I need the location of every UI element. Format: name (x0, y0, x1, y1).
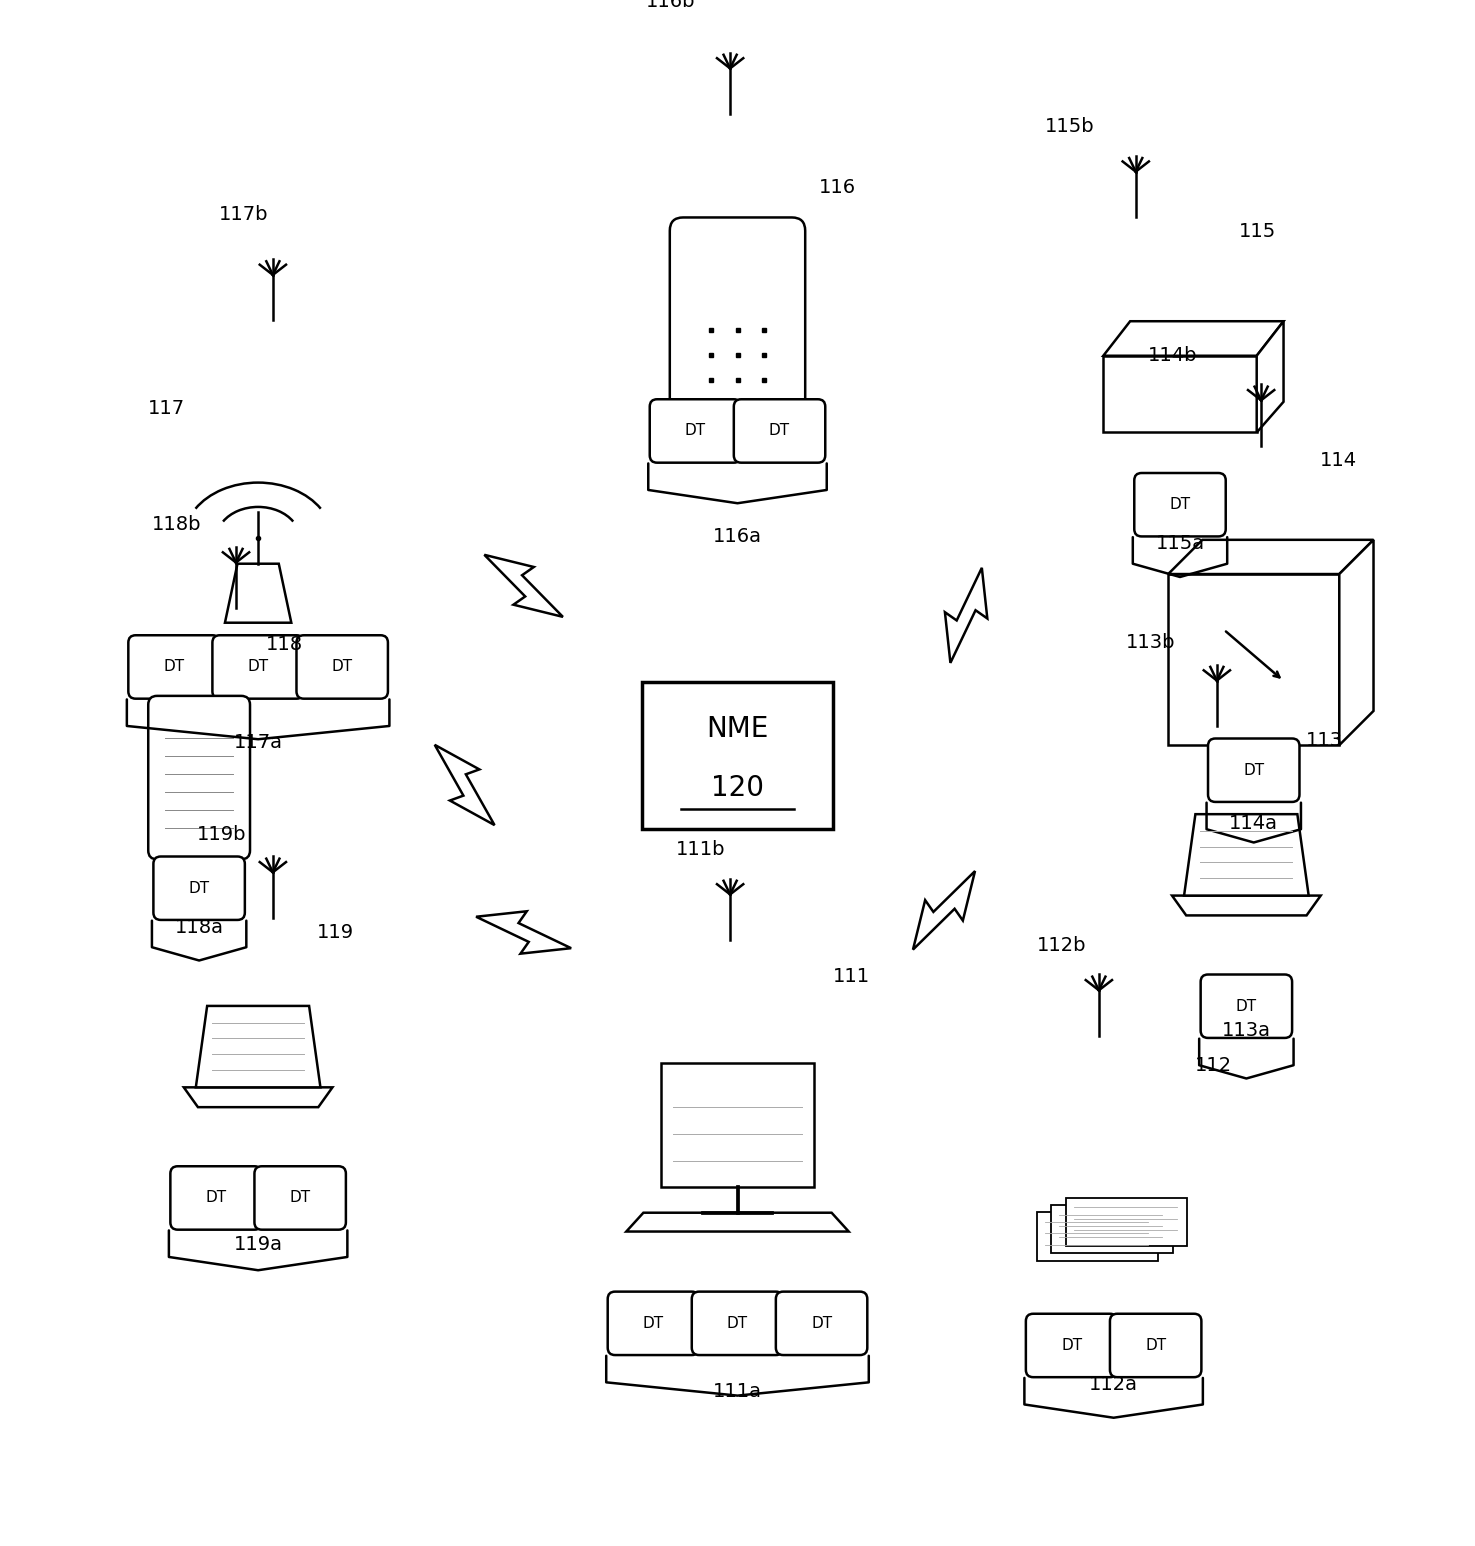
Text: 117b: 117b (218, 206, 268, 224)
FancyBboxPatch shape (733, 399, 825, 462)
Text: DT: DT (189, 881, 209, 895)
Text: DT: DT (1061, 1337, 1083, 1353)
Text: 118b: 118b (152, 515, 202, 535)
Polygon shape (1037, 1212, 1158, 1262)
FancyBboxPatch shape (170, 1166, 263, 1229)
Polygon shape (435, 745, 494, 826)
Text: DT: DT (205, 1190, 227, 1206)
FancyBboxPatch shape (212, 635, 304, 699)
Text: DT: DT (164, 660, 184, 674)
Text: 113a: 113a (1221, 1020, 1271, 1040)
Text: 116: 116 (819, 178, 856, 196)
FancyBboxPatch shape (1201, 974, 1292, 1037)
Polygon shape (1168, 574, 1339, 745)
Polygon shape (1066, 1198, 1187, 1246)
Text: 118a: 118a (174, 918, 224, 937)
Text: 115a: 115a (1155, 535, 1205, 553)
Text: DT: DT (684, 424, 707, 439)
FancyBboxPatch shape (670, 218, 805, 424)
FancyBboxPatch shape (296, 635, 388, 699)
Text: 112b: 112b (1037, 935, 1087, 954)
Text: DT: DT (727, 1316, 748, 1331)
FancyBboxPatch shape (776, 1291, 867, 1354)
Bar (642, 682, 833, 829)
Polygon shape (945, 567, 987, 663)
Text: DT: DT (332, 660, 353, 674)
Polygon shape (1103, 322, 1283, 356)
FancyBboxPatch shape (692, 1291, 783, 1354)
Polygon shape (476, 911, 571, 954)
Text: 119: 119 (317, 923, 354, 942)
Text: 112: 112 (1195, 1056, 1232, 1074)
Polygon shape (224, 564, 292, 623)
Text: 119a: 119a (233, 1235, 283, 1254)
Text: 120: 120 (711, 775, 764, 802)
Polygon shape (1168, 540, 1373, 574)
FancyBboxPatch shape (608, 1291, 699, 1354)
Text: 115b: 115b (1044, 117, 1094, 136)
Polygon shape (1173, 895, 1320, 915)
FancyBboxPatch shape (649, 399, 740, 462)
Polygon shape (1257, 322, 1283, 433)
Text: 118: 118 (266, 635, 302, 654)
FancyBboxPatch shape (1134, 473, 1226, 536)
Polygon shape (484, 555, 563, 617)
Text: DT: DT (643, 1316, 664, 1331)
Polygon shape (184, 1087, 332, 1107)
Text: 113: 113 (1305, 731, 1342, 750)
Text: 113b: 113b (1125, 634, 1176, 652)
Text: DT: DT (248, 660, 268, 674)
Text: 111b: 111b (676, 839, 726, 858)
Polygon shape (1052, 1204, 1173, 1254)
Text: NME: NME (707, 714, 768, 744)
Polygon shape (913, 870, 975, 949)
Text: DT: DT (1170, 498, 1190, 512)
Polygon shape (196, 1006, 320, 1087)
FancyBboxPatch shape (254, 1166, 345, 1229)
Text: DT: DT (811, 1316, 832, 1331)
Text: 117a: 117a (233, 733, 283, 753)
Polygon shape (627, 1212, 848, 1232)
Polygon shape (1339, 540, 1373, 745)
Text: 116b: 116b (646, 0, 696, 11)
FancyBboxPatch shape (1208, 739, 1299, 802)
Text: 111a: 111a (712, 1382, 763, 1401)
Text: DT: DT (768, 424, 791, 439)
Text: DT: DT (1243, 762, 1264, 778)
Text: DT: DT (289, 1190, 311, 1206)
Text: 115: 115 (1239, 223, 1276, 241)
FancyBboxPatch shape (128, 635, 220, 699)
Polygon shape (1103, 356, 1257, 433)
Text: 111: 111 (833, 968, 870, 986)
FancyBboxPatch shape (1027, 1314, 1118, 1377)
Text: 116a: 116a (712, 527, 763, 546)
Polygon shape (661, 1064, 814, 1187)
FancyBboxPatch shape (149, 696, 251, 860)
Text: 117: 117 (148, 399, 184, 419)
Text: 114: 114 (1320, 451, 1357, 470)
Text: DT: DT (1145, 1337, 1167, 1353)
Text: 114a: 114a (1229, 815, 1279, 833)
FancyBboxPatch shape (153, 856, 245, 920)
Text: DT: DT (1236, 999, 1257, 1014)
Text: 112a: 112a (1089, 1374, 1139, 1394)
FancyBboxPatch shape (1111, 1314, 1202, 1377)
Text: 114b: 114b (1148, 346, 1198, 365)
Polygon shape (1184, 815, 1308, 895)
Text: 119b: 119b (196, 826, 246, 844)
